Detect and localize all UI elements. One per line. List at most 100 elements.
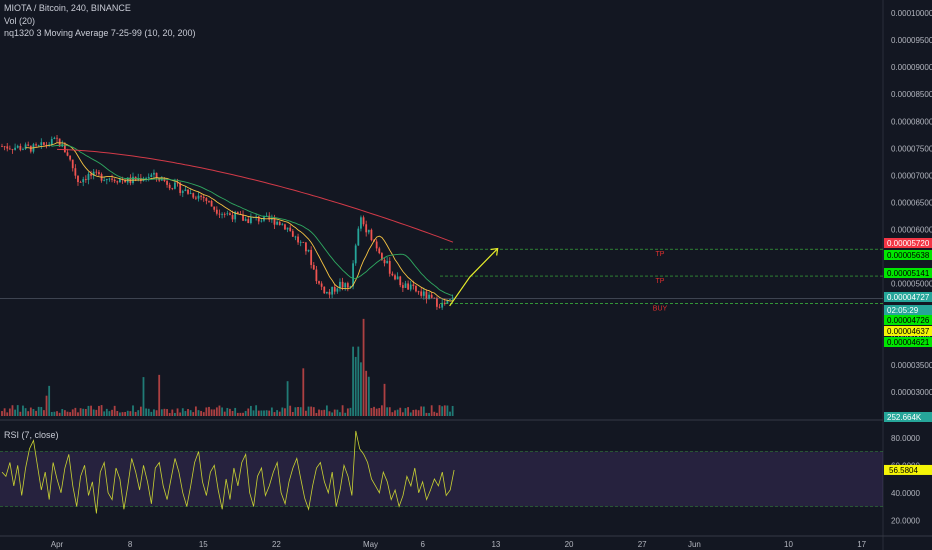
- volume-bar: [415, 409, 417, 416]
- volume-bar: [19, 411, 22, 416]
- candle-body: [11, 149, 14, 150]
- time-tick-label: Jun: [688, 540, 701, 549]
- volume-bar: [352, 346, 354, 416]
- volume-badge-label: 252.664K: [887, 413, 922, 422]
- candle-body: [221, 213, 223, 215]
- candle-body: [231, 214, 234, 220]
- volume-bar: [187, 409, 189, 416]
- candle-body: [218, 213, 221, 215]
- candle-body: [446, 300, 449, 304]
- candle-body: [250, 217, 252, 224]
- volume-indicator-label: Vol (20): [4, 16, 36, 26]
- volume-bar: [168, 412, 171, 416]
- candle-body: [16, 145, 19, 148]
- candle-body: [244, 219, 247, 221]
- volume-bar: [273, 412, 276, 416]
- volume-bar: [315, 412, 318, 416]
- volume-bar: [223, 411, 226, 416]
- volume-bar: [14, 409, 16, 416]
- candle-body: [181, 191, 184, 193]
- price-badge-label: 0.00004637: [887, 327, 930, 336]
- candle-body: [69, 155, 72, 160]
- volume-bar: [176, 408, 179, 416]
- candle-body: [197, 195, 200, 199]
- projection-arrow-line: [449, 276, 471, 307]
- candle-body: [187, 189, 189, 194]
- candle-body: [339, 281, 341, 289]
- volume-bar: [179, 412, 182, 416]
- volume-bar: [360, 362, 362, 416]
- volume-bar: [53, 411, 56, 416]
- price-badge-label: 0.00004726: [887, 316, 930, 325]
- candle-body: [302, 241, 305, 243]
- volume-bar: [234, 407, 237, 416]
- volume-bar: [394, 410, 396, 416]
- candle-body: [226, 213, 229, 215]
- candle-body: [84, 179, 87, 181]
- candle-body: [360, 217, 362, 229]
- volume-bar: [302, 368, 305, 416]
- volume-bar: [166, 409, 168, 416]
- candle-body: [401, 285, 404, 288]
- volume-bar: [407, 407, 409, 416]
- volume-bar: [420, 406, 423, 416]
- volume-bar: [244, 410, 247, 416]
- candle-body: [87, 173, 90, 181]
- price-tick-label: 0.00006500: [891, 199, 932, 208]
- candle-body: [192, 193, 195, 198]
- candle-body: [441, 302, 444, 308]
- candle-body: [333, 286, 336, 292]
- candle-body: [150, 174, 153, 177]
- price-tick-label: 0.00003000: [891, 388, 932, 397]
- time-tick-label: 10: [784, 540, 793, 549]
- candle-body: [160, 178, 163, 181]
- candle-body: [260, 220, 263, 222]
- volume-bar: [11, 405, 14, 416]
- rsi-tick-label: 80.0000: [891, 434, 920, 443]
- volume-badge: [884, 412, 932, 422]
- volume-bar: [404, 408, 407, 416]
- volume-bar: [153, 409, 155, 416]
- candle-body: [6, 146, 9, 149]
- projection-arrow-head: [490, 247, 499, 256]
- candle-body: [449, 299, 451, 301]
- candle-body: [299, 241, 302, 243]
- volume-bar: [171, 409, 174, 416]
- candle-body: [336, 288, 339, 292]
- volume-bar: [229, 408, 231, 416]
- time-tick-label: 6: [421, 540, 426, 549]
- candle-body: [378, 248, 381, 254]
- candle-body: [205, 198, 208, 201]
- volume-bar: [276, 410, 278, 416]
- candle-body: [37, 145, 40, 147]
- price-tick-label: 0.00010000: [891, 9, 932, 18]
- candle-body: [215, 209, 218, 214]
- volume-bar: [208, 406, 210, 416]
- candle-body: [443, 302, 446, 304]
- volume-bar: [428, 412, 430, 416]
- candle-body: [381, 253, 383, 260]
- candle-body: [430, 294, 433, 298]
- volume-bar: [297, 406, 299, 416]
- candle-body: [396, 276, 399, 280]
- price-badge-label: 0.00004727: [887, 293, 930, 302]
- volume-bar: [231, 411, 234, 416]
- volume-bar: [205, 407, 208, 416]
- price-badge-label: 0.00004621: [887, 338, 930, 347]
- volume-bar: [365, 370, 368, 416]
- volume-bar: [401, 412, 404, 416]
- candle-body: [171, 188, 174, 190]
- volume-bar: [449, 411, 451, 416]
- volume-bar: [145, 408, 147, 416]
- candle-body: [79, 182, 82, 183]
- volume-bar: [22, 405, 24, 416]
- volume-bar: [202, 412, 205, 416]
- volume-bar: [318, 409, 320, 416]
- price-badge-label: 0.00005720: [887, 239, 930, 248]
- volume-bar: [226, 407, 229, 416]
- volume-bar: [63, 410, 66, 416]
- candle-body: [399, 276, 402, 286]
- price-tick-label: 0.00007500: [891, 144, 932, 153]
- price-badge-label: 0.00005638: [887, 251, 930, 260]
